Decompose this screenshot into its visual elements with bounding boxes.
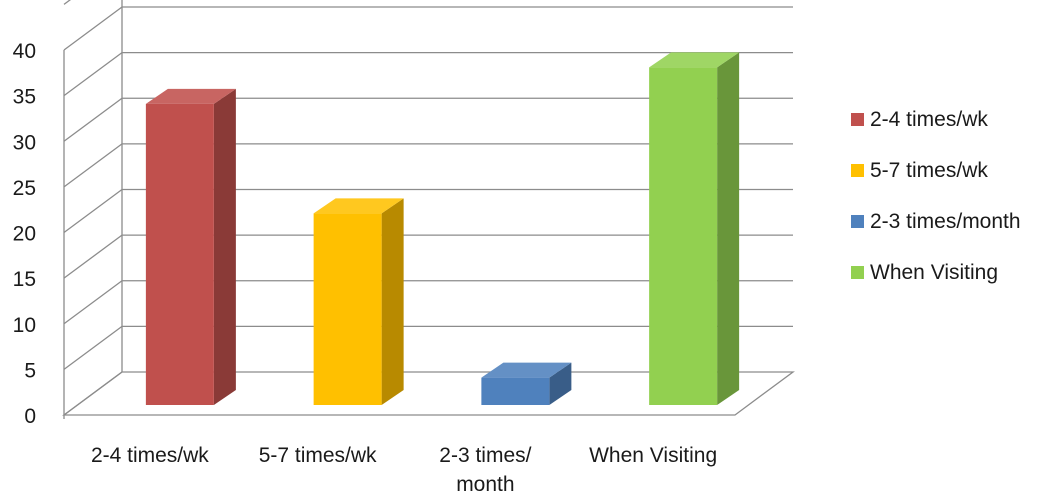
y-tick-label: 35 <box>13 86 36 109</box>
y-axis-ticks: 0 5 10 15 20 25 30 35 40 <box>13 40 36 428</box>
x-category-label: 2-4 times/wk <box>91 444 209 467</box>
bars <box>145 52 740 405</box>
x-category-label: 2-3 times/month <box>439 444 531 496</box>
legend-swatch <box>851 215 864 228</box>
bar <box>145 88 236 405</box>
bar <box>313 198 404 405</box>
svg-text:5-7 times/wk: 5-7 times/wk <box>259 444 377 467</box>
y-tick-label: 0 <box>24 405 36 428</box>
legend-swatch <box>851 164 864 177</box>
legend-item: 2-4 times/wk <box>851 108 988 131</box>
x-axis-categories: 2-4 times/wk 5-7 times/wk 2-3 times/month W… <box>91 444 717 496</box>
legend-swatch <box>851 266 864 279</box>
y-tick-label: 10 <box>13 314 36 337</box>
y-tick-label: 30 <box>13 131 36 154</box>
legend-label: 2-3 times/month <box>870 210 1021 233</box>
legend-label: When Visiting <box>870 261 998 284</box>
legend-item: When Visiting <box>851 261 998 284</box>
chart-floor <box>62 371 795 416</box>
gridline <box>63 6 793 51</box>
svg-text:2-4 times/wk: 2-4 times/wk <box>91 444 209 467</box>
bar <box>481 362 572 405</box>
y-tick-label: 5 <box>24 359 36 382</box>
gridline <box>63 0 71 5</box>
svg-text:month: month <box>456 473 514 496</box>
axes <box>62 0 795 419</box>
legend-label: 5-7 times/wk <box>870 159 988 182</box>
bar <box>649 52 740 405</box>
legend-item: 5-7 times/wk <box>851 159 988 182</box>
legend-label: 2-4 times/wk <box>870 108 988 131</box>
x-category-label: 5-7 times/wk <box>259 444 377 467</box>
legend-item: 2-3 times/month <box>851 210 1021 233</box>
svg-text:When Visiting: When Visiting <box>589 444 717 467</box>
legend: 2-4 times/wk 5-7 times/wk 2-3 times/month W… <box>851 108 1021 284</box>
legend-swatch <box>851 113 864 126</box>
x-category-label: When Visiting <box>589 444 717 467</box>
y-tick-label: 40 <box>13 40 36 63</box>
y-tick-label: 25 <box>13 177 36 200</box>
svg-text:2-3 times/: 2-3 times/ <box>439 444 531 467</box>
y-tick-label: 20 <box>13 223 36 246</box>
y-tick-label: 15 <box>13 268 36 291</box>
